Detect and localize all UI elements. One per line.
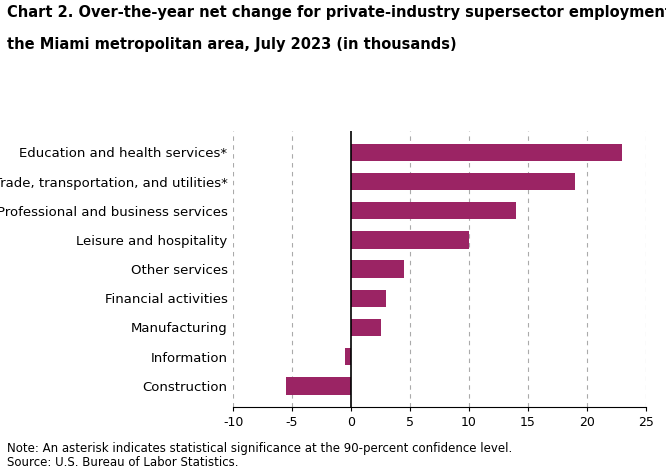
Text: Note: An asterisk indicates statistical significance at the 90-percent confidenc: Note: An asterisk indicates statistical … [7, 442, 512, 455]
Bar [351, 260, 404, 278]
Bar [286, 377, 351, 395]
Bar [351, 319, 380, 336]
Text: Chart 2. Over-the-year net change for private-industry supersector employment in: Chart 2. Over-the-year net change for pr… [7, 5, 666, 20]
Bar [351, 290, 386, 307]
Bar [351, 202, 516, 219]
Bar [345, 348, 351, 366]
Text: Source: U.S. Bureau of Labor Statistics.: Source: U.S. Bureau of Labor Statistics. [7, 456, 238, 468]
Bar [351, 144, 623, 161]
Text: the Miami metropolitan area, July 2023 (in thousands): the Miami metropolitan area, July 2023 (… [7, 37, 456, 51]
Bar [351, 231, 469, 249]
Bar [351, 173, 575, 190]
